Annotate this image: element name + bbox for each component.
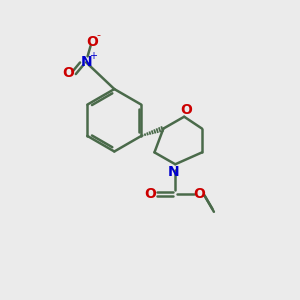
Text: O: O [86, 34, 98, 49]
Text: N: N [168, 165, 180, 179]
Text: O: O [193, 187, 205, 201]
Text: -: - [97, 31, 101, 40]
Text: +: + [88, 51, 97, 61]
Text: O: O [181, 103, 193, 117]
Text: N: N [80, 55, 92, 69]
Text: O: O [62, 66, 74, 80]
Text: O: O [144, 187, 156, 201]
